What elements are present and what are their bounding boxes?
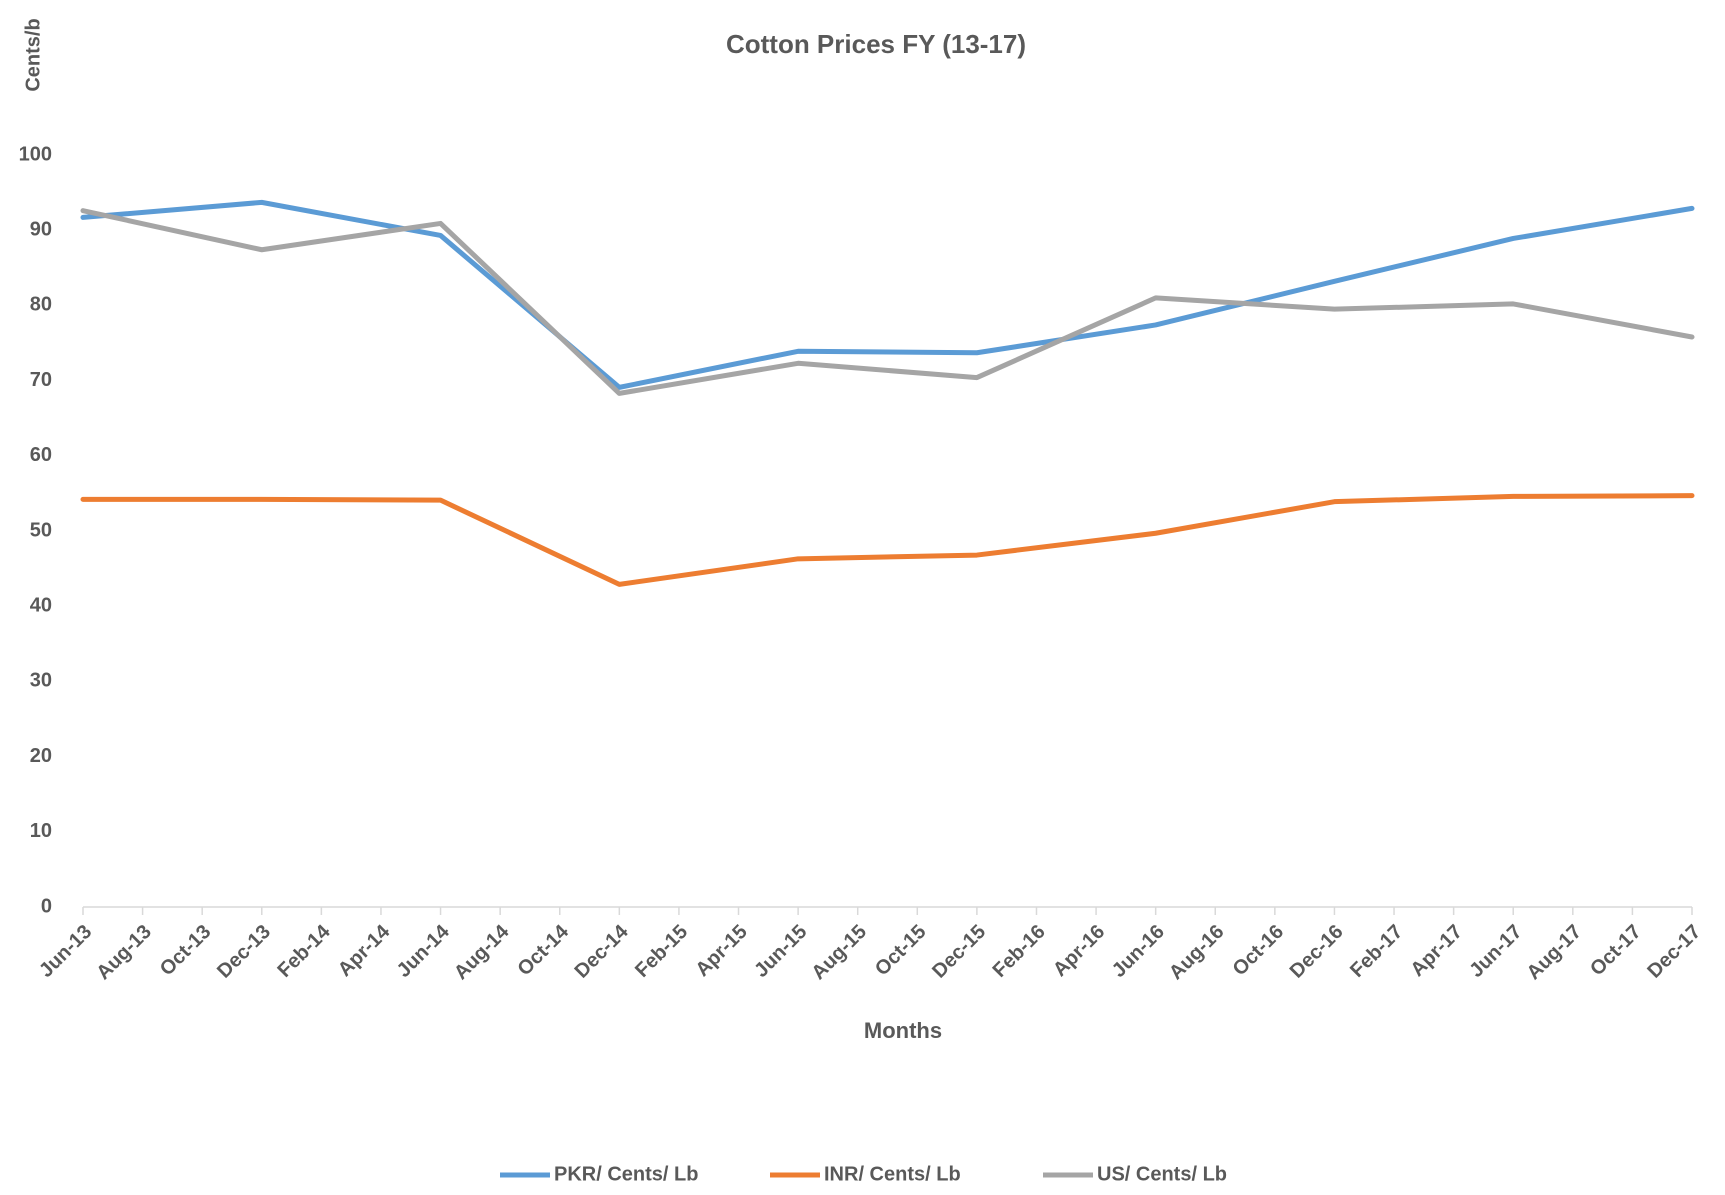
x-tick-label: Oct-14: [513, 920, 573, 980]
y-tick-label: 70: [30, 369, 52, 391]
x-tick-label: Apr-14: [334, 920, 395, 981]
x-tick-label: Feb-17: [1346, 921, 1407, 982]
x-tick-label: Feb-16: [989, 921, 1050, 982]
x-tick-label: Aug-16: [1165, 921, 1228, 984]
legend-label: INR/ Cents/ Lb: [824, 1163, 961, 1185]
y-tick-label: 100: [19, 143, 52, 165]
x-tick-label: Jun-16: [1108, 921, 1169, 982]
x-tick-label: Dec-17: [1643, 921, 1705, 983]
x-tick-label: Oct-13: [156, 921, 216, 981]
x-tick-label: Aug-14: [450, 920, 514, 984]
y-axis-label: Cents/b: [22, 18, 44, 91]
x-tick-label: Oct-15: [871, 921, 931, 981]
y-tick-label: 60: [30, 444, 52, 466]
y-tick-label: 0: [41, 895, 52, 917]
x-tick-label: Feb-15: [631, 921, 692, 982]
x-tick-label: Apr-17: [1407, 921, 1467, 981]
y-tick-label: 10: [30, 820, 52, 842]
y-tick-label: 90: [30, 218, 52, 240]
x-tick-label: Dec-16: [1286, 921, 1348, 983]
x-tick-label: Jun-15: [750, 921, 811, 982]
legend-label: PKR/ Cents/ Lb: [554, 1163, 698, 1185]
x-tick-label: Dec-13: [213, 921, 275, 983]
y-tick-label: 30: [30, 670, 52, 692]
series-line: [80, 493, 1695, 587]
x-tick-label: Aug-17: [1523, 921, 1586, 984]
y-tick-label: 80: [30, 294, 52, 316]
x-tick-label: Aug-15: [807, 921, 870, 984]
chart-title: Cotton Prices FY (13-17): [726, 29, 1026, 59]
y-tick-label: 40: [30, 594, 52, 616]
x-tick-label: Aug-13: [92, 921, 155, 984]
legend-label: US/ Cents/ Lb: [1097, 1163, 1227, 1185]
series-line: [80, 208, 1695, 396]
x-tick-label: Jun-14: [393, 920, 455, 982]
x-tick-label: Apr-16: [1049, 921, 1109, 981]
x-tick-label: Dec-14: [571, 920, 634, 983]
x-tick-label: Jun-13: [35, 921, 96, 982]
y-tick-label: 20: [30, 745, 52, 767]
x-tick-label: Oct-17: [1586, 921, 1646, 981]
x-tick-label: Feb-14: [273, 920, 335, 982]
x-tick-label: Oct-16: [1229, 921, 1289, 981]
x-tick-label: Apr-15: [691, 921, 751, 981]
x-tick-label: Dec-15: [928, 921, 990, 983]
x-axis-label: Months: [864, 1018, 942, 1043]
x-tick-label: Jun-17: [1465, 921, 1526, 982]
y-tick-label: 50: [30, 519, 52, 541]
series-line: [80, 199, 1695, 390]
